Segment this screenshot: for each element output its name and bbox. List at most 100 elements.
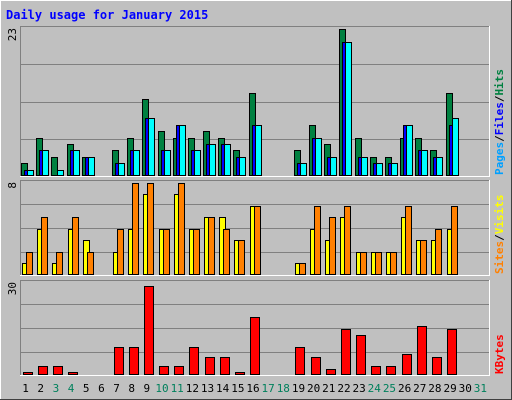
bar-sites-day-7 (117, 229, 124, 275)
x-tick-label-day-10: 10 (155, 382, 168, 395)
series-sites (26, 183, 458, 275)
bar-sites-day-19 (299, 263, 306, 275)
bar-pages-day-14 (224, 144, 231, 176)
bar-kbytes-day-10 (159, 366, 169, 375)
bar-sites-day-22 (344, 206, 351, 275)
x-tick-label-day-27: 27 (413, 382, 426, 395)
bar-sites-day-15 (238, 240, 245, 275)
bar-pages-day-20 (315, 138, 322, 176)
series-visits (22, 194, 454, 275)
x-tick-label-day-24: 24 (368, 382, 382, 395)
bar-kbytes-day-19 (295, 347, 305, 375)
bar-sites-day-12 (193, 229, 200, 275)
bar-sites-day-26 (405, 206, 412, 275)
bar-kbytes-day-23 (356, 335, 366, 375)
bar-kbytes-day-8 (129, 347, 139, 375)
bar-pages-day-8 (133, 150, 140, 176)
x-tick-label-day-7: 7 (113, 382, 120, 395)
bar-sites-day-9 (147, 183, 154, 275)
bar-sites-day-14 (223, 229, 230, 275)
bar-sites-day-2 (41, 217, 48, 275)
bar-kbytes-day-22 (341, 329, 351, 375)
bar-sites-day-8 (132, 183, 139, 275)
x-tick-label-day-6: 6 (98, 382, 105, 395)
bar-kbytes-day-27 (417, 326, 427, 375)
legend-label-pages: Pages (493, 142, 506, 175)
bar-sites-day-23 (360, 252, 367, 275)
bar-pages-day-27 (421, 150, 428, 176)
bar-pages-day-28 (436, 157, 443, 176)
bar-sites-day-29 (451, 206, 458, 275)
x-tick-label-day-26: 26 (398, 382, 411, 395)
bar-pages-day-9 (148, 118, 155, 176)
legend-separator: / (493, 234, 506, 241)
bar-sites-day-28 (435, 229, 442, 275)
x-tick-label-day-2: 2 (37, 382, 44, 395)
bar-kbytes-day-4 (68, 372, 78, 375)
x-tick-label-day-28: 28 (428, 382, 441, 395)
bar-sites-day-13 (208, 217, 215, 275)
bar-sites-day-4 (72, 217, 79, 275)
bar-pages-day-12 (194, 150, 201, 176)
bar-pages-day-5 (88, 157, 95, 176)
bar-sites-day-10 (163, 229, 170, 275)
bar-pages-day-26 (406, 125, 413, 176)
bar-sites-day-27 (420, 240, 427, 275)
bar-kbytes-day-14 (220, 357, 230, 375)
bar-sites-day-1 (26, 252, 33, 275)
bar-sites-day-11 (178, 183, 185, 275)
legend-label-files: Files (493, 102, 506, 135)
panel-visits-sites: 8 Sites/Visits (6, 180, 506, 276)
x-tick-label-day-29: 29 (443, 382, 456, 395)
x-tick-label-day-4: 4 (68, 382, 75, 395)
series-legend: Pages/Files/Hits (493, 69, 506, 175)
bar-kbytes-day-21 (326, 369, 336, 375)
legend-label-hits: Hits (493, 69, 506, 96)
legend-label-visits: Visits (493, 195, 506, 235)
x-tick-label-day-11: 11 (171, 382, 184, 395)
bar-kbytes-day-20 (311, 357, 321, 375)
series-legend: KBytes (493, 334, 506, 374)
bar-kbytes-day-2 (38, 366, 48, 375)
bar-pages-day-21 (330, 157, 337, 176)
bar-kbytes-day-1 (23, 372, 33, 375)
series-legend: Sites/Visits (493, 195, 506, 275)
legend-separator: / (493, 135, 506, 142)
x-tick-label-day-19: 19 (292, 382, 305, 395)
x-tick-label-day-21: 21 (322, 382, 335, 395)
bar-pages-day-23 (361, 157, 368, 176)
bar-kbytes-day-29 (447, 329, 457, 375)
x-tick-label-day-8: 8 (128, 382, 135, 395)
chart-title: Daily usage for January 2015 (6, 8, 208, 22)
bar-kbytes-day-28 (432, 357, 442, 375)
bar-pages-day-1 (27, 170, 34, 176)
bar-kbytes-day-24 (371, 366, 381, 375)
bar-pages-day-3 (57, 170, 64, 176)
bar-kbytes-day-12 (189, 347, 199, 375)
bar-pages-day-29 (452, 118, 459, 176)
bar-pages-day-7 (118, 163, 125, 176)
x-tick-label-day-30: 30 (459, 382, 472, 395)
bar-kbytes-day-26 (402, 354, 412, 375)
bar-sites-day-21 (329, 217, 336, 275)
x-tick-label-day-22: 22 (337, 382, 350, 395)
bar-pages-day-11 (179, 125, 186, 176)
bar-sites-day-25 (390, 252, 397, 275)
x-tick-label-day-5: 5 (83, 382, 90, 395)
x-tick-label-day-3: 3 (53, 382, 60, 395)
legend-label-kbytes: KBytes (493, 334, 506, 374)
bar-kbytes-day-7 (114, 347, 124, 375)
x-tick-label-day-14: 14 (216, 382, 230, 395)
panel-kbytes: 30 KBytes (6, 280, 506, 376)
bar-sites-day-24 (375, 252, 382, 275)
x-tick-label-day-25: 25 (383, 382, 396, 395)
bar-sites-day-5 (87, 252, 94, 275)
bar-pages-day-25 (391, 163, 398, 176)
bar-pages-day-4 (73, 150, 80, 176)
x-tick-label-day-16: 16 (246, 382, 259, 395)
series-pages (27, 42, 459, 176)
x-tick-label-day-17: 17 (262, 382, 275, 395)
bar-pages-day-19 (300, 163, 307, 176)
x-axis-day-labels: 1 2 3 4 5 6 7 8 9 10 11 12 13 14 15 16 17 18 19 20 21 22 23 24 2… (22, 382, 487, 395)
